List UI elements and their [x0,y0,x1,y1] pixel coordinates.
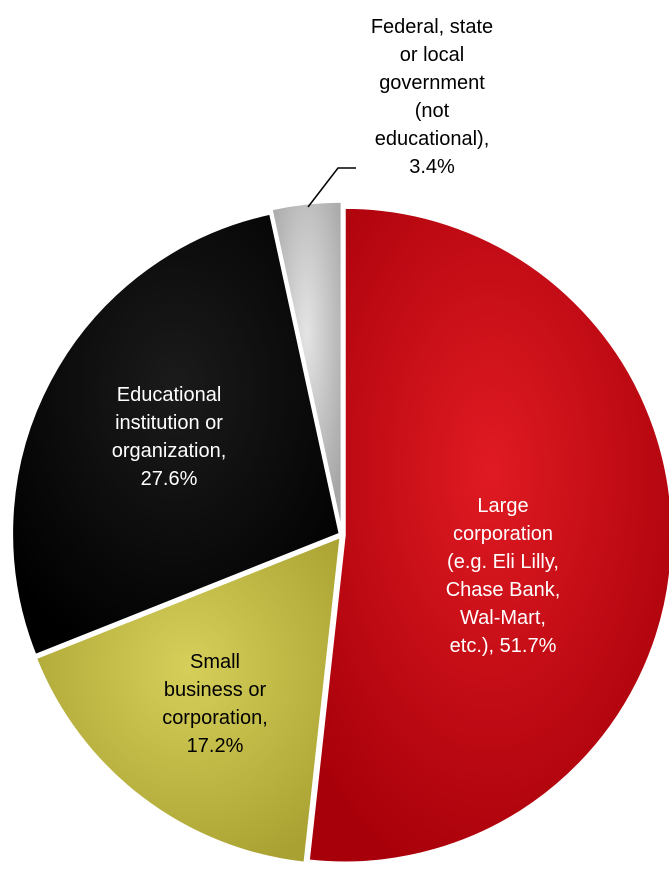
leader-lines [307,167,356,208]
pie-label-educational-institution: Educational institution or organization, 27… [112,384,227,490]
pie-labels: Large corporation (e.g. Eli Lilly, Chase Ba… [112,16,561,757]
pie-slice-government [271,201,343,530]
pie-label-large-corporation: Large corporation (e.g. Eli Lilly, Chase Ba… [446,495,561,657]
leader-line-government [307,167,356,208]
pie-label-government: Federal, state or local government (not educ… [371,16,493,178]
pie-label-small-business: Small business or corporation, 17.2% [162,651,268,757]
pie-slice-large-corporation [308,207,669,863]
pie-slice-small-business [35,536,342,864]
pie-slice-educational-institution [11,213,341,656]
pie-slices [11,201,669,864]
